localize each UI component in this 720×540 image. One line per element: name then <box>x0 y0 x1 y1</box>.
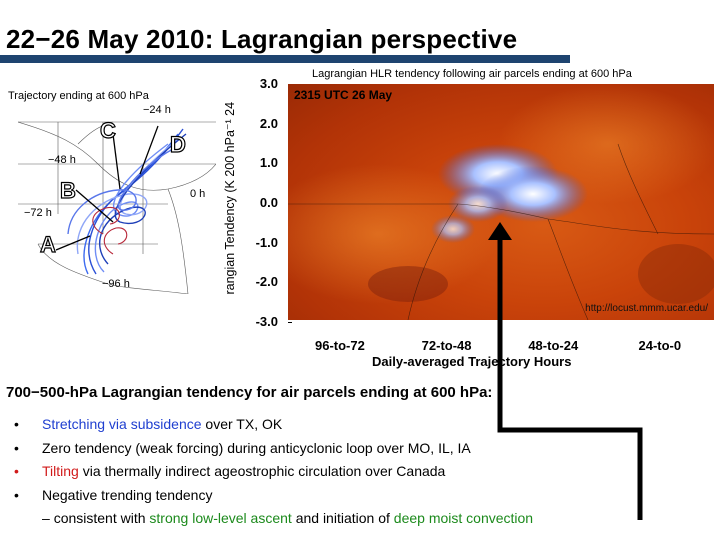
satellite-image: 2315 UTC 26 May http://locust.mmm.ucar.e… <box>288 84 714 320</box>
bullet-text: over TX, OK <box>201 416 283 432</box>
trajectory-map <box>18 104 216 294</box>
y-tick-label: -1.0 <box>255 234 278 250</box>
satellite-texture <box>288 84 714 320</box>
x-tick-label: 24-to-0 <box>638 338 682 353</box>
x-tick-label: 72-to-48 <box>421 338 472 353</box>
bullet-text: via thermally indirect ageostrophic circ… <box>78 463 446 479</box>
sub-highlight-convection: deep moist convection <box>393 510 534 526</box>
bullet-marker: • <box>14 416 19 432</box>
bullet-item: • Tilting via thermally indirect ageostr… <box>14 460 533 484</box>
bullet-item: • Zero tendency (weak forcing) during an… <box>14 437 533 461</box>
y-tick-label: -3.0 <box>255 314 278 329</box>
hour-label-72: −72 h <box>24 207 52 219</box>
sub-text-mid: and initiation of <box>291 510 394 526</box>
bullet-marker: • <box>14 463 19 479</box>
panel-title: 700−500-hPa Lagrangian tendency for air … <box>6 384 493 401</box>
bullet-marker: • <box>14 486 19 503</box>
bullet-text: Negative trending tendency <box>42 486 213 503</box>
sub-highlight-ascent: strong low-level ascent <box>149 510 292 526</box>
x-axis-title: Daily-averaged Trajectory Hours <box>372 354 572 369</box>
chart-title: Lagrangian HLR tendency following air pa… <box>312 68 632 80</box>
hour-label-48: −48 h <box>48 154 76 166</box>
letter-b: B <box>59 177 76 203</box>
trajectory-arrows <box>55 125 159 251</box>
red-loops <box>92 206 128 255</box>
title-rule <box>0 55 570 63</box>
letter-c: C <box>99 117 116 143</box>
sub-text: consistent with <box>53 510 150 526</box>
hour-label-96: −96 h <box>102 278 130 290</box>
hour-label-0: 0 h <box>190 188 206 200</box>
trajectory-caption: Trajectory ending at 600 hPa <box>8 90 149 102</box>
y-axis-title: Lagrangian Tendency (K 200 hPa⁻¹ 24 h⁻¹) <box>223 98 237 294</box>
x-tick-label: 96-to-72 <box>315 338 365 353</box>
bullet-highlight: Stretching via subsidence <box>42 416 202 432</box>
satellite-timestamp: 2315 UTC 26 May <box>294 88 393 102</box>
satellite-source-url: http://locust.mmm.ucar.edu/ <box>585 303 708 314</box>
y-tick-label: 1.0 <box>259 155 278 171</box>
letter-a: A <box>39 231 56 257</box>
hour-label-24: −24 h <box>143 104 171 116</box>
slide-title: 22−26 May 2010: Lagrangian perspective <box>6 24 518 54</box>
bullet-marker: • <box>14 439 19 456</box>
y-tick-label: 3.0 <box>259 76 278 91</box>
y-tick-mark <box>288 322 292 323</box>
x-tick-label: 48-to-24 <box>528 338 579 353</box>
bullet-item: • Stretching via subsidence over TX, OK <box>14 413 533 437</box>
letter-d: D <box>169 131 186 157</box>
y-tick-label: -2.0 <box>255 274 278 290</box>
y-tick-label: 0.0 <box>259 195 278 210</box>
bullet-list: • Stretching via subsidence over TX, OK … <box>14 413 533 531</box>
bullet-highlight: Tilting <box>42 463 79 479</box>
trajectory-bundle <box>67 128 187 275</box>
y-tick-label: 2.0 <box>259 115 278 131</box>
bullet-item: • Negative trending tendency <box>14 484 533 508</box>
y-axis-title-text: Lagrangian Tendency (K 200 hPa⁻¹ 24 h⁻¹) <box>223 98 237 294</box>
bullet-text: Zero tendency (weak forcing) during anti… <box>42 439 471 456</box>
sub-bullet: – consistent with strong low-level ascen… <box>14 507 533 531</box>
sub-dash: – <box>42 510 50 526</box>
